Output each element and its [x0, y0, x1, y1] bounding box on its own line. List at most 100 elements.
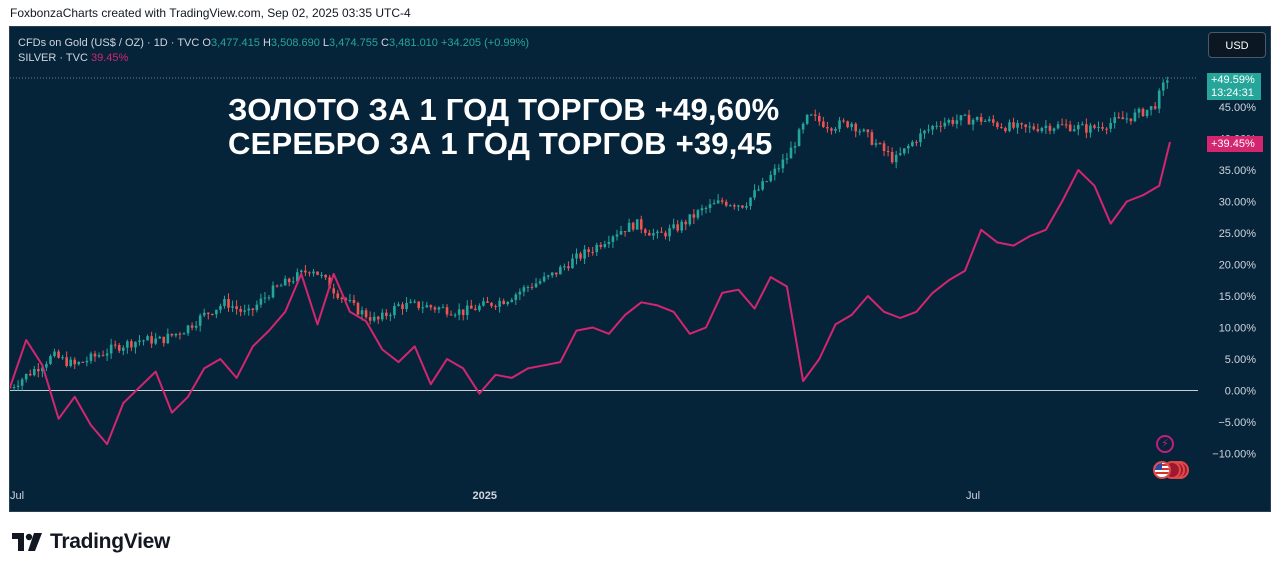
gold-candle — [599, 244, 603, 247]
gold-candle — [478, 305, 481, 311]
gold-candle — [449, 314, 453, 316]
gold-candle — [162, 336, 166, 344]
gold-candle — [502, 300, 505, 305]
compare-symbol-name: SILVER · TVC — [18, 52, 88, 64]
gold-candle — [376, 316, 380, 320]
lightning-icon[interactable]: ⚡ — [1156, 435, 1174, 453]
gold-candle — [1093, 125, 1096, 128]
gold-candle — [575, 253, 578, 259]
gold-candle — [105, 353, 109, 356]
x-tick-label: Jul — [966, 490, 980, 502]
gold-candle — [409, 301, 412, 303]
gold-candle — [259, 298, 263, 305]
gold-candle — [154, 338, 157, 344]
gold-candle — [239, 309, 242, 312]
gold-candle — [716, 200, 720, 204]
gold-candle — [591, 251, 594, 253]
gold-candle — [919, 133, 922, 143]
gold-candle — [494, 306, 497, 308]
gold-candle — [336, 293, 340, 298]
gold-candle — [393, 305, 396, 316]
gold-candle — [664, 232, 667, 237]
gold-candle — [186, 325, 190, 334]
gold-candle — [773, 168, 777, 175]
gold-candle — [453, 314, 457, 316]
gold-candle — [178, 333, 182, 335]
gold-candle — [983, 120, 987, 122]
gold-candle — [89, 353, 93, 361]
gold-candle — [150, 336, 153, 344]
gold-candle — [364, 310, 368, 318]
chart-credit: FoxbonzaCharts created with TradingView.… — [10, 6, 411, 20]
gold-candle — [728, 205, 732, 207]
main-series-legend[interactable]: CFDs on Gold (US$ / OZ) · 1D · TVC O3,47… — [18, 37, 529, 49]
gold-candle — [955, 120, 959, 124]
gold-candle — [522, 287, 526, 292]
gold-candle — [761, 181, 764, 190]
gold-candle — [206, 312, 210, 314]
gold-candle — [498, 300, 501, 307]
gold-candle — [931, 126, 934, 130]
gold-candle — [834, 128, 837, 131]
gold-candle — [506, 301, 510, 305]
y-tick-label: −10.00% — [1212, 449, 1256, 461]
gold-candle — [1036, 129, 1040, 132]
gold-candle — [688, 214, 692, 225]
gold-candle — [850, 123, 853, 128]
y-tick-label: 25.00% — [1219, 228, 1257, 240]
chart-panel[interactable]: 45.00%40.00%35.00%30.00%25.00%20.00%15.0… — [9, 26, 1271, 512]
gold-candle — [304, 270, 307, 273]
silver-series-line — [10, 141, 1171, 446]
gold-candle — [1153, 106, 1157, 109]
currency-button[interactable]: USD — [1208, 32, 1266, 58]
gold-candle — [134, 341, 137, 348]
gold-candle — [554, 272, 558, 275]
gold-candle — [182, 333, 186, 335]
gold-candle — [668, 228, 671, 237]
gold-candle — [567, 266, 570, 269]
gold-candle — [603, 244, 607, 247]
y-tick-label: 10.00% — [1219, 323, 1257, 335]
gold-candle — [215, 309, 218, 315]
tradingview-logo[interactable]: TradingView — [12, 530, 170, 554]
gold-candle — [684, 221, 688, 225]
gold-candle — [247, 308, 251, 311]
gold-candle — [822, 121, 825, 128]
gold-candle — [813, 114, 817, 116]
us-flag-icon[interactable] — [1153, 461, 1171, 479]
gold-candle — [482, 301, 485, 306]
gold-candle — [550, 272, 554, 276]
gold-candle — [61, 357, 64, 359]
gold-candle — [838, 120, 841, 129]
gold-candle — [1072, 129, 1076, 132]
gold-candle — [291, 281, 295, 283]
gold-candle — [445, 307, 449, 315]
gold-candle — [627, 222, 631, 232]
gold-candle — [1133, 112, 1137, 122]
gold-candle — [878, 143, 882, 145]
gold-candle — [368, 317, 372, 321]
gold-candle — [202, 312, 206, 316]
gold-candle — [741, 205, 744, 208]
gold-candle — [441, 307, 445, 309]
gold-candle — [389, 315, 392, 317]
gold-candle — [300, 270, 303, 273]
gold-candle — [1016, 123, 1019, 128]
compare-series-legend[interactable]: SILVER · TVC 39.45% — [18, 52, 128, 64]
gold-candle — [1008, 122, 1011, 132]
close-label: C — [381, 37, 389, 49]
x-tick-label: Jul — [10, 490, 24, 502]
y-tick-label: 20.00% — [1219, 260, 1257, 272]
gold-candle — [951, 119, 955, 124]
x-tick-label: 2025 — [473, 490, 497, 502]
gold-candle — [959, 115, 963, 121]
gold-candle — [235, 306, 238, 310]
gold-candle — [619, 231, 623, 235]
gold-candle — [166, 333, 170, 344]
gold-candle — [138, 340, 141, 342]
gold-candle — [538, 281, 542, 284]
gold-candle — [223, 298, 226, 307]
gold-candle — [24, 373, 28, 380]
gold-candle — [170, 333, 174, 336]
gold-candle — [1157, 90, 1161, 109]
